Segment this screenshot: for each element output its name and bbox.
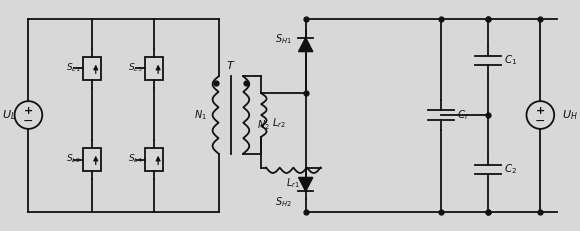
- Text: −: −: [535, 114, 546, 128]
- Bar: [83, 57, 101, 80]
- Bar: [145, 148, 163, 171]
- Text: +: +: [536, 106, 545, 116]
- Text: $C_1$: $C_1$: [503, 54, 517, 67]
- Text: $S_{L2}$: $S_{L2}$: [66, 152, 80, 165]
- Text: $U_H$: $U_H$: [562, 108, 578, 122]
- Text: $U_L$: $U_L$: [2, 108, 16, 122]
- Text: $T$: $T$: [226, 58, 235, 70]
- Bar: [83, 148, 101, 171]
- Text: $L_{r2}$: $L_{r2}$: [272, 116, 286, 130]
- Polygon shape: [299, 38, 313, 52]
- Text: +: +: [24, 106, 33, 116]
- Text: −: −: [23, 114, 34, 128]
- Text: $N_2$: $N_2$: [257, 118, 270, 132]
- Text: $S_{L3}$: $S_{L3}$: [128, 61, 143, 74]
- Text: $S_{H1}$: $S_{H1}$: [276, 32, 292, 46]
- Text: $C_r$: $C_r$: [457, 108, 470, 122]
- Text: $S_{H2}$: $S_{H2}$: [276, 195, 292, 209]
- Text: $L_{r1}$: $L_{r1}$: [287, 176, 300, 190]
- Text: $S_{L1}$: $S_{L1}$: [66, 61, 81, 74]
- Text: $S_{L4}$: $S_{L4}$: [128, 152, 143, 165]
- Text: $C_2$: $C_2$: [503, 163, 517, 176]
- Text: $N_1$: $N_1$: [194, 108, 207, 122]
- Polygon shape: [299, 177, 313, 191]
- Bar: [145, 57, 163, 80]
